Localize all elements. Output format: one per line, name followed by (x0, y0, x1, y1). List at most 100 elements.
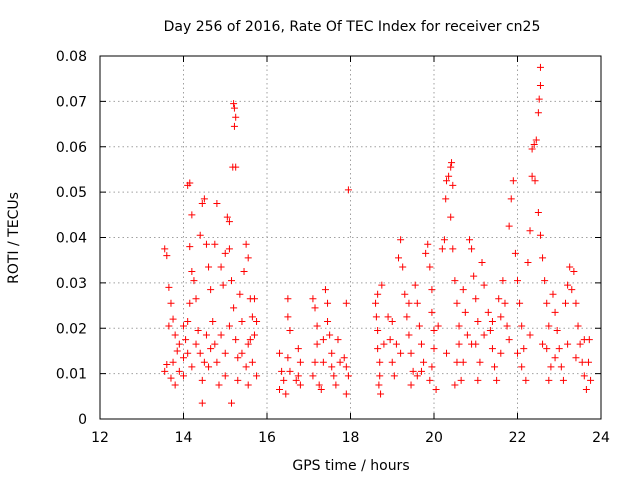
data-point (499, 277, 507, 285)
data-point (443, 177, 451, 185)
data-point (420, 358, 428, 366)
data-point (217, 263, 225, 271)
data-point (182, 336, 190, 344)
data-point (344, 186, 352, 194)
y-tick-label: 0.01 (56, 367, 87, 383)
data-point (317, 386, 325, 394)
data-point (453, 358, 461, 366)
data-point (564, 340, 572, 348)
data-point (330, 372, 338, 380)
data-point (541, 277, 549, 285)
data-point (232, 336, 240, 344)
data-point (539, 254, 547, 262)
data-point (192, 340, 200, 348)
data-point (313, 322, 321, 330)
data-point (434, 322, 442, 330)
data-point (175, 340, 183, 348)
data-point (524, 258, 532, 266)
data-point (188, 363, 196, 371)
data-point (403, 313, 411, 321)
data-point (526, 331, 534, 339)
data-point (543, 345, 551, 353)
data-point (213, 358, 221, 366)
data-point (455, 340, 463, 348)
data-point (438, 245, 446, 253)
data-point (476, 358, 484, 366)
data-point (232, 113, 240, 121)
data-point (488, 317, 496, 325)
data-point (221, 372, 229, 380)
data-point (566, 263, 574, 271)
data-point (578, 358, 586, 366)
data-point (372, 299, 380, 307)
data-point (399, 263, 407, 271)
data-point (192, 295, 200, 303)
data-point (470, 272, 478, 280)
data-point (547, 363, 555, 371)
data-point (292, 376, 300, 384)
data-point (551, 308, 559, 316)
data-point (171, 331, 179, 339)
data-point (497, 349, 505, 357)
data-point (169, 358, 177, 366)
x-tick-label: 12 (91, 430, 109, 446)
data-point (528, 145, 536, 153)
data-point (377, 390, 385, 398)
data-point (557, 363, 565, 371)
data-point (209, 317, 217, 325)
data-point (562, 299, 570, 307)
data-point (457, 376, 465, 384)
data-point (196, 231, 204, 239)
data-point (311, 358, 319, 366)
data-point (535, 95, 543, 103)
data-point (424, 240, 432, 248)
data-point (165, 322, 173, 330)
x-tick-labels: 12 14 16 18 20 22 24 (91, 430, 610, 446)
data-point (384, 313, 392, 321)
data-point (372, 313, 380, 321)
y-tick-label: 0.02 (56, 321, 87, 337)
data-point (378, 281, 386, 289)
data-point (459, 286, 467, 294)
data-point (167, 374, 175, 382)
x-tick-label: 20 (425, 430, 443, 446)
data-point (449, 245, 457, 253)
data-points (161, 63, 595, 407)
data-point (228, 277, 236, 285)
data-point (319, 336, 327, 344)
data-point (576, 340, 584, 348)
data-point (491, 363, 499, 371)
data-point (532, 136, 540, 144)
data-point (236, 290, 244, 298)
data-point (342, 390, 350, 398)
data-point (188, 211, 196, 219)
axis-ticks (99, 55, 602, 420)
data-point (215, 381, 223, 389)
data-point (202, 240, 210, 248)
data-point (451, 381, 459, 389)
data-point (536, 63, 544, 71)
data-point (336, 358, 344, 366)
data-point (531, 177, 539, 185)
data-point (497, 313, 505, 321)
data-point (428, 308, 436, 316)
data-point (221, 249, 229, 257)
y-tick-label: 0.03 (56, 276, 87, 292)
data-point (584, 358, 592, 366)
data-point (505, 222, 513, 230)
data-point (253, 372, 261, 380)
data-point (445, 172, 453, 180)
data-point (294, 345, 302, 353)
data-point (207, 345, 215, 353)
data-point (474, 317, 482, 325)
data-point (186, 243, 194, 251)
data-point (507, 195, 515, 203)
data-point (198, 199, 206, 207)
data-point (587, 376, 595, 384)
data-point (392, 340, 400, 348)
data-point (165, 283, 173, 291)
data-point (472, 295, 480, 303)
data-point (465, 236, 473, 244)
data-point (171, 381, 179, 389)
data-point (395, 254, 403, 262)
